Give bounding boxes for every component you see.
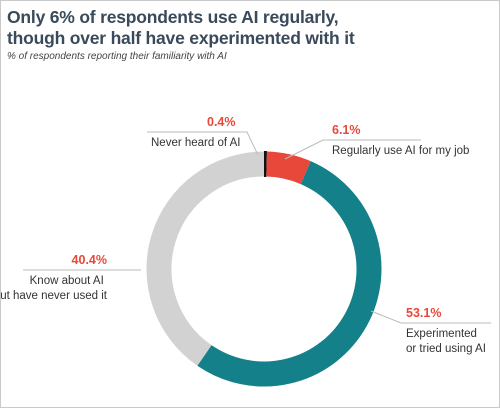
leader-lines xyxy=(23,131,491,324)
slice-value-experimented: 53.1% xyxy=(406,306,441,320)
donut-slice-regular-use xyxy=(265,151,311,185)
donut-slice-experimented xyxy=(197,161,382,387)
slice-label-experimented: Experimented or tried using AI xyxy=(406,328,486,355)
slice-label-never-heard: Never heard of AI xyxy=(151,137,241,149)
slice-label-regular-use: Regularly use AI for my job xyxy=(332,145,469,157)
donut-slice-know-about xyxy=(146,151,265,366)
donut-slices xyxy=(146,150,382,387)
chart-subtitle: % of respondents reporting their familia… xyxy=(7,51,227,62)
slice-label-know-about: Know about AI but have never used it xyxy=(1,275,108,302)
slice-value-know-about: 40.4% xyxy=(72,253,107,267)
leader-never-heard xyxy=(147,131,259,156)
leader-regular-use xyxy=(284,139,421,160)
slice-value-never-heard: 0.4% xyxy=(207,115,236,129)
chart-title: Only 6% of respondents use AI regularly,… xyxy=(7,7,355,48)
leader-experimented xyxy=(370,310,491,324)
slice-value-regular-use: 6.1% xyxy=(332,123,361,137)
